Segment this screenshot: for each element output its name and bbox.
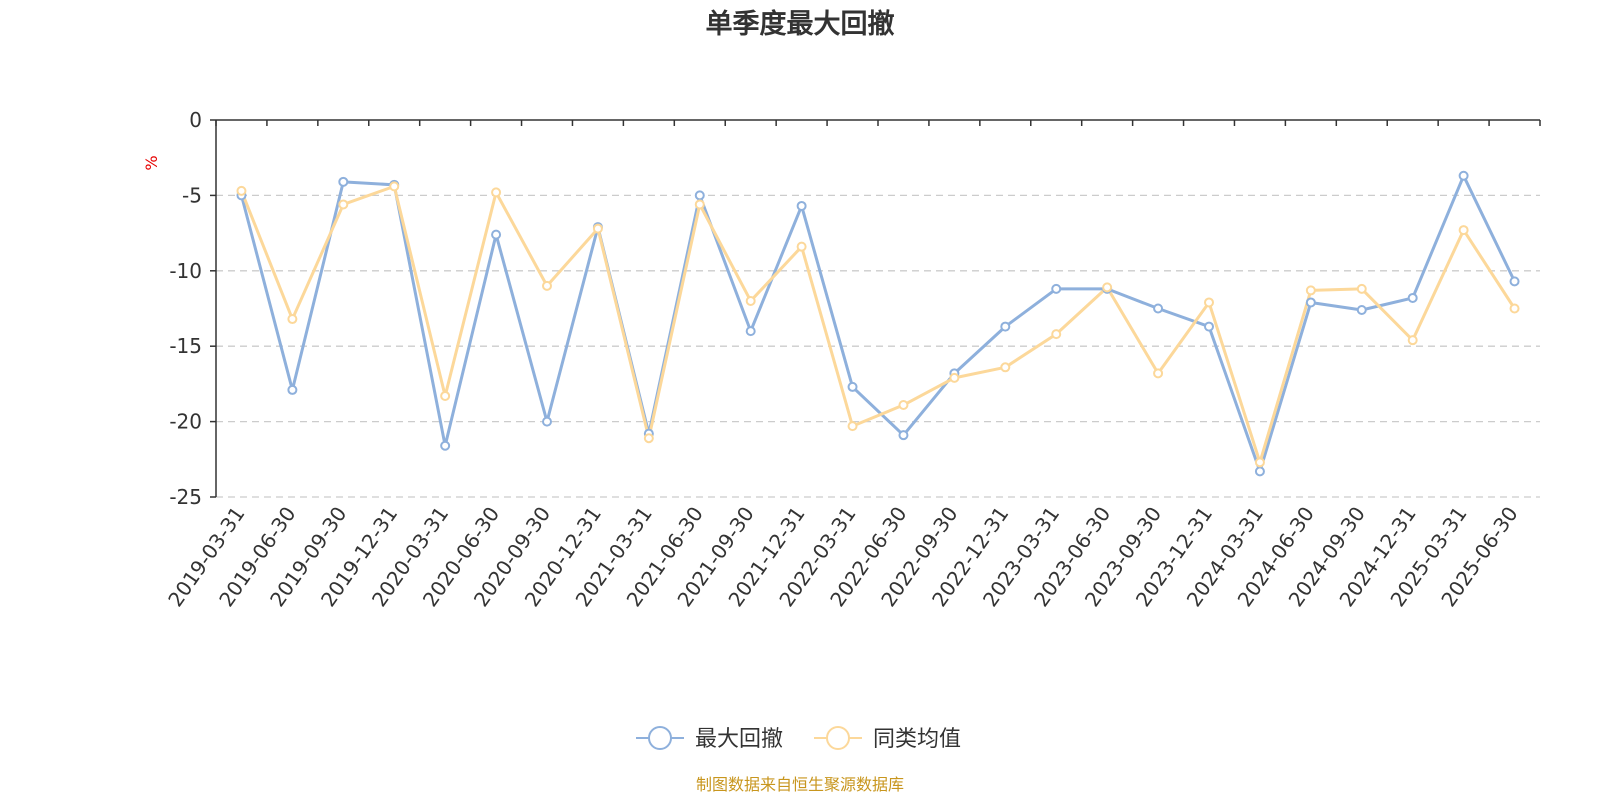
data-point[interactable] bbox=[1458, 170, 1469, 181]
data-point[interactable] bbox=[694, 190, 705, 201]
data-point[interactable] bbox=[491, 187, 502, 198]
data-point[interactable] bbox=[745, 295, 756, 306]
data-point[interactable] bbox=[1458, 225, 1469, 236]
data-point[interactable] bbox=[796, 241, 807, 252]
data-point[interactable] bbox=[898, 430, 909, 441]
data-point[interactable] bbox=[338, 199, 349, 210]
legend[interactable]: 最大回撤 同类均值 bbox=[636, 726, 961, 752]
data-point[interactable] bbox=[847, 381, 858, 392]
data-point[interactable] bbox=[1305, 285, 1316, 296]
data-point[interactable] bbox=[542, 280, 552, 291]
data-point[interactable] bbox=[1000, 321, 1011, 332]
y-tick-label: -15 bbox=[169, 334, 202, 358]
data-point[interactable] bbox=[1102, 282, 1113, 293]
data-point[interactable] bbox=[287, 384, 298, 395]
data-point[interactable] bbox=[643, 433, 654, 444]
data-point[interactable] bbox=[898, 400, 909, 411]
data-point[interactable] bbox=[1204, 297, 1214, 308]
series-line-1 bbox=[240, 174, 1516, 473]
data-point[interactable] bbox=[542, 416, 552, 427]
data-point[interactable] bbox=[1204, 321, 1214, 332]
y-tick-label: -20 bbox=[169, 410, 202, 434]
data-point[interactable] bbox=[1254, 457, 1265, 468]
data-point[interactable] bbox=[1407, 292, 1418, 303]
legend-marker bbox=[648, 726, 672, 750]
chart-title: 单季度最大回撤 bbox=[706, 8, 895, 40]
data-point[interactable] bbox=[491, 229, 502, 240]
source-note: 制图数据来自恒生聚源数据库 bbox=[696, 775, 904, 794]
legend-label: 最大回撤 bbox=[695, 727, 783, 752]
data-point[interactable] bbox=[1000, 362, 1011, 373]
data-point[interactable] bbox=[847, 421, 858, 432]
data-point[interactable] bbox=[440, 390, 451, 401]
data-point[interactable] bbox=[1254, 466, 1265, 477]
y-tick-label: -25 bbox=[169, 485, 202, 509]
legend-marker bbox=[826, 726, 850, 750]
legend-item-1[interactable]: 最大回撤 bbox=[636, 726, 783, 752]
y-tick-label: -10 bbox=[169, 259, 202, 283]
data-point[interactable] bbox=[694, 199, 705, 210]
series-line-2 bbox=[240, 184, 1516, 464]
legend-item-2[interactable]: 同类均值 bbox=[814, 726, 961, 752]
y-tick-label: 0 bbox=[189, 108, 202, 132]
y-axis-unit: % bbox=[142, 155, 161, 170]
data-point[interactable] bbox=[1407, 335, 1418, 346]
data-point[interactable] bbox=[1356, 283, 1367, 294]
data-point[interactable] bbox=[1509, 276, 1520, 287]
data-point[interactable] bbox=[1051, 283, 1062, 294]
data-point[interactable] bbox=[440, 440, 451, 451]
data-point[interactable] bbox=[745, 326, 756, 337]
y-tick-label: -5 bbox=[182, 183, 202, 207]
data-point[interactable] bbox=[796, 200, 807, 211]
grid-lines bbox=[216, 194, 1540, 498]
data-point[interactable] bbox=[1356, 305, 1367, 316]
data-point[interactable] bbox=[236, 185, 247, 196]
data-point[interactable] bbox=[1305, 297, 1316, 308]
data-point[interactable] bbox=[1509, 303, 1520, 314]
data-point[interactable] bbox=[338, 176, 349, 187]
data-point[interactable] bbox=[592, 223, 603, 234]
data-point[interactable] bbox=[287, 314, 298, 325]
data-point[interactable] bbox=[1051, 329, 1062, 340]
data-point[interactable] bbox=[1153, 368, 1164, 379]
series-lines bbox=[236, 170, 1520, 477]
data-point[interactable] bbox=[949, 372, 960, 383]
data-point[interactable] bbox=[1153, 303, 1164, 314]
legend-label: 同类均值 bbox=[873, 727, 961, 752]
data-point[interactable] bbox=[389, 181, 400, 192]
